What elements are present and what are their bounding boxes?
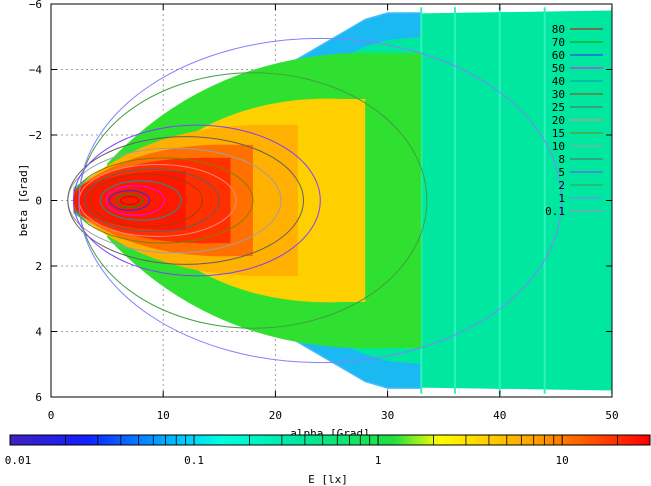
- y-tick-label: 0: [35, 195, 42, 208]
- contour-80: [120, 196, 140, 205]
- colorbar-tick-label: 1: [375, 454, 382, 467]
- contour-40: [99, 180, 182, 221]
- y-axis-label: beta [Grad]: [17, 164, 30, 237]
- y-tick-label: −2: [29, 129, 42, 142]
- y-tick-label: −6: [29, 0, 42, 11]
- contour-1: [78, 37, 563, 364]
- x-tick-label: 10: [157, 409, 170, 422]
- x-tick-label: 0: [48, 409, 55, 422]
- x-tick-label: 40: [493, 409, 506, 422]
- legend-label: 60: [552, 49, 565, 62]
- legend-label: 50: [552, 62, 565, 75]
- legend-label: 2: [558, 179, 565, 192]
- y-tick-label: 6: [35, 391, 42, 404]
- zone-red-core: [73, 170, 186, 231]
- legend-label: 25: [552, 101, 565, 114]
- contour-50: [105, 185, 165, 216]
- x-tick-label: 30: [381, 409, 394, 422]
- legend-label: 0.1: [545, 205, 565, 218]
- y-tick-label: 4: [35, 326, 42, 339]
- legend-label: 80: [552, 23, 565, 36]
- legend-label: 30: [552, 88, 565, 101]
- colorbar-tick-label: 10: [556, 454, 569, 467]
- legend-label: 15: [552, 127, 565, 140]
- legend-label: 1: [558, 192, 565, 205]
- contour-25: [84, 168, 220, 233]
- x-axis: 0 10 20 30 40 50: [48, 4, 619, 422]
- contour-8: [67, 136, 304, 265]
- colorbar-tick-label: 0.01: [5, 454, 32, 467]
- contour-70: [115, 193, 144, 208]
- contour-lines: [67, 37, 563, 364]
- y-tick-label: −4: [29, 64, 43, 77]
- legend-label: 8: [558, 153, 565, 166]
- legend-label: 5: [558, 166, 565, 179]
- colorbar-ticks: 0.01 0.1 1 10: [5, 435, 651, 467]
- colorbar-label: E [lx]: [308, 473, 348, 486]
- x-tick-label: 20: [269, 409, 282, 422]
- legend-label: 70: [552, 36, 565, 49]
- contour-60: [108, 190, 151, 211]
- legend-label: 20: [552, 114, 565, 127]
- legend-label: 10: [552, 140, 565, 153]
- colorbar: [10, 435, 650, 445]
- legend-label: 40: [552, 75, 565, 88]
- contour-30: [89, 173, 203, 228]
- y-tick-label: 2: [35, 260, 42, 273]
- x-tick-label: 50: [605, 409, 618, 422]
- contour-5: [72, 124, 321, 277]
- colorbar-tick-label: 0.1: [184, 454, 204, 467]
